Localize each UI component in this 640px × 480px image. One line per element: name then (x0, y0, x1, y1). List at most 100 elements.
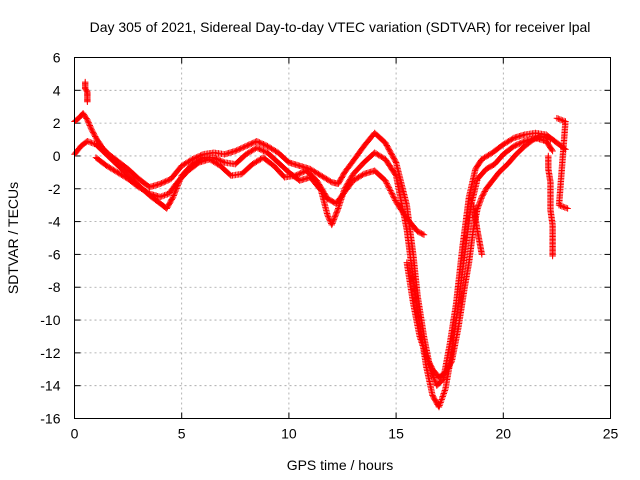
data-point-marker (85, 119, 92, 126)
data-point-marker (419, 230, 426, 238)
y-tick-label: 0 (53, 148, 61, 164)
data-point-marker (359, 171, 366, 179)
data-point-marker (555, 201, 563, 209)
data-point-marker (331, 214, 338, 222)
data-point-marker (435, 403, 443, 411)
data-point-marker (330, 216, 338, 223)
data-point-marker (547, 136, 554, 143)
data-point-marker (237, 145, 244, 152)
data-point-marker (162, 178, 169, 185)
data-point-marker (238, 144, 246, 152)
y-tick-label: -2 (48, 181, 61, 197)
chart-title: Day 305 of 2021, Sidereal Day-to-day VTE… (90, 19, 591, 35)
data-point-marker (162, 191, 170, 198)
data-point-marker (532, 135, 540, 142)
data-point-marker (254, 138, 262, 145)
data-point-marker (513, 141, 520, 149)
data-point-marker (89, 127, 96, 135)
data-point-marker (260, 141, 267, 148)
data-point-marker (89, 140, 97, 147)
data-point-marker (544, 135, 551, 142)
data-point-marker (86, 122, 94, 129)
data-point-marker (234, 146, 242, 153)
data-point-marker (387, 188, 395, 196)
axes (74, 57, 611, 419)
data-point-marker (540, 133, 547, 141)
data-point-marker (479, 192, 486, 199)
data-point-marker (256, 145, 263, 153)
data-point-marker (387, 187, 394, 194)
y-tick-label: 2 (53, 115, 61, 131)
data-point-marker (535, 134, 543, 141)
data-point-marker (531, 135, 538, 143)
data-point-marker (87, 139, 94, 146)
series-trace-h (553, 115, 571, 212)
data-point-marker (87, 125, 95, 132)
data-point-marker (332, 210, 340, 218)
series-trace-d (403, 133, 554, 381)
y-tick-label: -6 (48, 246, 61, 262)
data-point-marker (391, 195, 398, 203)
series-trace-g (545, 152, 556, 260)
data-point-marker (564, 205, 571, 212)
data-point-marker (392, 197, 399, 204)
data-point-marker (161, 192, 168, 199)
data-point-marker (85, 138, 92, 145)
data-point-marker (253, 137, 260, 145)
data-point-marker (437, 397, 445, 405)
data-point-marker (558, 203, 566, 210)
data-point-marker (517, 139, 524, 147)
data-point-marker (161, 178, 168, 186)
data-point-marker (257, 139, 264, 147)
data-point-marker (296, 170, 303, 177)
data-point-marker (297, 169, 304, 177)
data-point-marker (328, 221, 335, 229)
data-point-marker (562, 204, 570, 212)
data-point-marker (169, 195, 176, 202)
data-point-marker (220, 158, 227, 166)
y-tick-label: -10 (40, 312, 60, 328)
data-point-marker (477, 196, 484, 204)
data-point-marker (84, 118, 92, 125)
data-point-marker (241, 143, 248, 150)
plot-frame (74, 57, 611, 419)
data-point-marker (475, 202, 482, 209)
data-point-marker (440, 390, 447, 397)
data-point-marker (88, 139, 95, 147)
data-point-marker (88, 126, 95, 133)
data-point-marker (392, 158, 399, 165)
data-point-marker (476, 199, 483, 206)
data-point-marker (440, 391, 447, 399)
series-trace-a (71, 110, 569, 389)
y-axis-label: SDTVAR / TECUs (5, 182, 21, 294)
series-trace-c (92, 154, 428, 238)
data-point-marker (557, 116, 565, 124)
data-point-marker (261, 148, 268, 155)
data-point-marker (553, 115, 561, 122)
data-point-marker (436, 400, 444, 408)
data-point-marker (262, 142, 270, 149)
data-point-marker (248, 140, 255, 147)
data-point-marker (538, 133, 546, 140)
data-point-marker (87, 123, 94, 131)
data-point-marker (158, 193, 165, 200)
data-point-marker (392, 171, 399, 178)
data-point-marker (390, 194, 398, 201)
data-point-marker (294, 171, 302, 178)
data-point-marker (163, 177, 171, 184)
data-point-marker (324, 211, 331, 219)
data-point-marker (542, 134, 550, 142)
series-trace-f (82, 78, 91, 105)
data-point-marker (389, 191, 396, 198)
data-point-marker (480, 189, 488, 197)
data-point-marker (84, 98, 91, 105)
x-tick-label: 0 (71, 426, 79, 442)
data-point-marker (159, 179, 167, 186)
data-point-marker (331, 213, 339, 220)
tick-labels: 0 5 10 15 20 25 -16 -14 -12 -10 -8 -6 -4 -2 0 2 4 6 (40, 50, 618, 442)
y-tick-label: -14 (40, 378, 60, 394)
data-point-marker (478, 193, 486, 201)
data-point-marker (557, 202, 564, 209)
x-tick-label: 10 (281, 426, 297, 442)
data-point-marker (83, 115, 90, 122)
